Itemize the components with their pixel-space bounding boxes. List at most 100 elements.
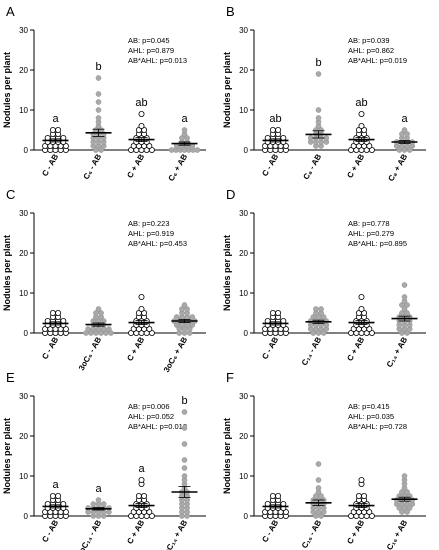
stats-annotation: AHL: p=0.052	[128, 412, 174, 421]
stats-annotation: AHL: p=0.862	[348, 46, 394, 55]
data-point	[49, 310, 56, 317]
y-tick-label: 30	[19, 209, 28, 218]
stats-annotation: AB: p=0.006	[128, 402, 170, 411]
data-point	[95, 497, 102, 503]
stats-annotation: AB*AHL: p=0.013	[128, 56, 187, 65]
data-point	[401, 127, 408, 133]
chart-panel-e: E 0 10 20 30 Nodules per plant AB: p=0.006AHL:…	[2, 370, 206, 550]
data-point	[100, 318, 107, 324]
x-category-label: C₆ - AB	[82, 152, 104, 181]
y-axis-label: Nodules per plant	[2, 235, 12, 311]
stats-annotation: AHL: p=0.919	[128, 229, 174, 238]
data-point	[401, 473, 408, 479]
y-axis-label: Nodules per plant	[222, 418, 232, 494]
data-point	[315, 477, 322, 483]
data-point	[181, 441, 188, 447]
x-category-label: C₁₆ - AB	[300, 518, 323, 550]
y-axis-label: Nodules per plant	[222, 235, 232, 311]
data-point	[318, 127, 324, 133]
data-point	[138, 294, 145, 301]
stats-annotation: AHL: p=0.879	[128, 46, 174, 55]
y-tick-label: 20	[19, 249, 28, 258]
y-tick-label: 10	[19, 106, 28, 115]
chart-panel-d: D 0 10 20 30 Nodules per plant AB: p=0.778AHL:…	[222, 187, 426, 369]
y-axis-label: Nodules per plant	[2, 418, 12, 494]
data-point	[90, 501, 97, 507]
data-point	[181, 457, 188, 463]
data-point	[315, 115, 322, 121]
y-tick-label: 30	[239, 209, 248, 218]
data-point	[181, 127, 188, 133]
data-point	[275, 310, 282, 317]
x-category-label: C + AB	[345, 518, 366, 545]
y-tick-label: 0	[244, 146, 249, 155]
data-point	[106, 326, 112, 332]
data-point	[358, 294, 365, 301]
x-category-label: C₁₄ + AB	[385, 335, 410, 369]
panel-letter: D	[226, 187, 235, 202]
data-point	[318, 493, 324, 499]
stats-annotation: AB*AHL: p=0.453	[128, 239, 187, 248]
y-tick-label: 20	[239, 249, 248, 258]
y-tick-label: 30	[239, 392, 248, 401]
data-point	[315, 461, 322, 467]
y-tick-label: 20	[239, 432, 248, 441]
x-category-label: C₁₆ + AB	[385, 518, 409, 550]
y-tick-label: 30	[239, 26, 248, 35]
x-category-label: C - AB	[40, 518, 60, 544]
significance-letter: a	[52, 113, 59, 125]
data-point	[55, 127, 62, 134]
data-point	[189, 322, 196, 328]
x-category-label: C - AB	[260, 152, 280, 178]
data-point	[181, 465, 188, 471]
y-tick-label: 20	[239, 66, 248, 75]
data-point	[401, 294, 408, 300]
y-axis-label: Nodules per plant	[222, 52, 232, 128]
panel-letter: E	[6, 370, 15, 385]
significance-letter: a	[138, 463, 145, 475]
data-point	[401, 282, 408, 288]
significance-letter: b	[315, 57, 321, 69]
y-tick-label: 20	[19, 66, 28, 75]
data-point	[406, 505, 413, 511]
significance-letter: a	[95, 483, 102, 495]
data-point	[95, 91, 102, 97]
significance-letter: a	[181, 113, 188, 125]
stats-annotation: AHL: p=0.035	[348, 412, 394, 421]
data-point	[318, 513, 324, 519]
stats-annotation: AB: p=0.045	[128, 36, 170, 45]
panel-letter: C	[6, 187, 15, 202]
stats-annotation: AB: p=0.415	[348, 402, 390, 411]
data-point	[95, 107, 102, 113]
data-point	[49, 493, 56, 500]
chart-panel-b: B 0 10 20 30 Nodules per plant AB: p=0.039AHL:…	[222, 4, 426, 183]
x-category-label: C₁₄ - AB	[300, 335, 324, 367]
y-tick-label: 30	[19, 26, 28, 35]
chart-panel-a: A 0 10 20 30 Nodules per plant AB: p=0.045AHL:…	[2, 4, 206, 183]
significance-letter: a	[401, 113, 408, 125]
data-point	[138, 123, 145, 130]
data-point	[320, 330, 327, 336]
data-point	[138, 477, 145, 484]
data-point	[404, 310, 410, 316]
data-point	[95, 99, 102, 105]
significance-letter: a	[52, 479, 59, 491]
data-point	[404, 509, 410, 515]
y-tick-label: 0	[24, 146, 29, 155]
data-point	[98, 310, 104, 316]
chart-panel-f: F 0 10 20 30 Nodules per plant AB: p=0.415AHL:…	[222, 370, 426, 550]
stats-annotation: AB*AHL: p=0.895	[348, 239, 407, 248]
data-point	[404, 489, 410, 495]
data-point	[181, 302, 188, 308]
data-point	[313, 306, 319, 312]
x-category-label: C₆ + AB	[167, 152, 190, 182]
data-point	[189, 314, 196, 320]
stats-annotation: AB*AHL: p=0.019	[348, 56, 407, 65]
y-tick-label: 20	[19, 432, 28, 441]
data-point	[269, 310, 276, 317]
data-point	[95, 306, 102, 312]
data-point	[194, 147, 201, 153]
data-point	[315, 107, 322, 113]
panel-letter: F	[226, 370, 234, 385]
significance-letter: b	[181, 395, 187, 407]
